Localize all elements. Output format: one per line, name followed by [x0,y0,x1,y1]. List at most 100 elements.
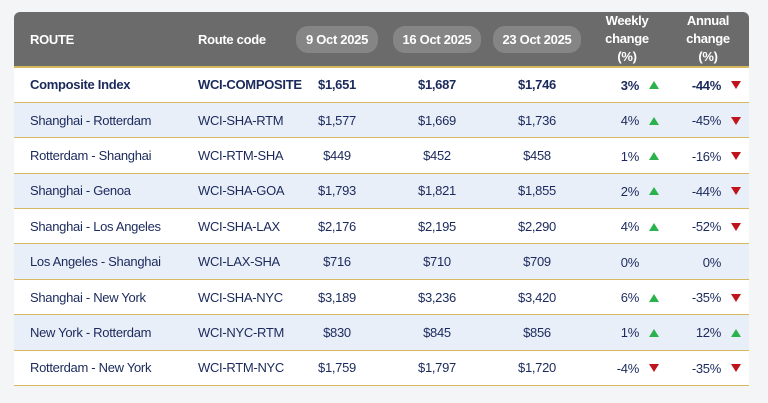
cell: $845 [423,324,451,340]
cell: $1,577 [318,112,356,128]
cell-value: 12% [695,325,721,341]
cell: $3,236 [418,289,456,305]
cell: 1% [587,138,667,173]
cell: $1,687 [418,77,456,93]
cell: $1,821 [418,183,456,199]
cell: -35% [667,350,749,385]
column-header: ROUTE [30,31,75,47]
table-row: Rotterdam - New York WCI-RTM-NYC $1,759 $1,… [14,350,749,386]
trend-arrow [731,222,741,231]
cell: -45% [667,102,749,137]
cell-value: 4% [620,219,640,235]
cell: -4% [587,350,667,385]
cell: 2% [587,173,667,208]
cell-value: 3% [620,77,640,93]
cell-value: -45% [691,113,721,129]
cell: WCI-SHA-GOA [198,183,285,199]
trend-arrow [731,152,741,160]
trend-arrow [649,222,659,231]
table-row: Los Angeles - Shanghai WCI-LAX-SHA $716 $71… [14,243,749,280]
cell: WCI-NYC-RTM [198,324,284,340]
table-row: Composite Index WCI-COMPOSITE $1,651 $1,687… [14,67,749,103]
cell-value: -16% [691,148,721,164]
cell-value: -44% [691,77,721,93]
trend-arrow [649,328,659,337]
cell: $1,669 [418,112,456,128]
trend-arrow [649,187,659,196]
cell: $710 [423,254,451,270]
cell: $2,290 [518,218,556,234]
trend-arrow [649,152,659,160]
table-container: ROUTE Route code 9 Oct 2025 16 Oct 2025 23 O… [14,12,749,386]
cell: Los Angeles - Shanghai [30,254,161,270]
cell: $709 [523,254,551,270]
column-header: 16 Oct 2025 [387,12,487,67]
trend-arrow [731,364,741,373]
cell-value: -44% [691,183,721,199]
cell: $3,420 [518,289,556,305]
cell: Rotterdam - New York [30,360,152,376]
column-header: Route code [198,31,266,47]
cell-value: 0% [702,254,722,270]
trend-arrow [649,258,659,266]
cell: 0% [587,244,667,279]
cell: WCI-COMPOSITE [198,77,302,93]
cell: $3,189 [318,289,356,305]
cell: -44% [667,67,749,102]
cell: Shanghai - Genoa [30,183,131,199]
cell-value: -4% [616,360,640,376]
column-header-text: 23 Oct 2025 [492,25,582,53]
cell: 1% [587,315,667,350]
trend-arrow [731,258,741,266]
cell: Composite Index [30,77,131,93]
cell: WCI-SHA-LAX [198,218,280,234]
column-header: Weekly change (%) [587,12,667,67]
cell: Shanghai - New York [30,289,146,305]
trend-arrow [649,116,659,125]
cell-value: -35% [691,360,721,376]
cell: $452 [423,147,451,163]
cell: $716 [323,254,351,270]
trend-arrow [649,81,659,90]
cell-value: 4% [620,113,640,129]
cell: WCI-LAX-SHA [198,254,280,270]
cell: $1,797 [418,360,456,376]
cell: $1,736 [518,112,556,128]
cell: 4% [587,209,667,244]
cell-value: 2% [620,183,640,199]
cell: -16% [667,138,749,173]
column-header-text: 9 Oct 2025 [295,25,379,53]
trend-arrow [731,187,741,196]
header-row: ROUTE Route code 9 Oct 2025 16 Oct 2025 23 O… [14,12,749,67]
cell-value: 1% [620,325,640,341]
cell: -44% [667,173,749,208]
table-head: ROUTE Route code 9 Oct 2025 16 Oct 2025 23 O… [14,12,749,67]
table-row: Shanghai - Los Angeles WCI-SHA-LAX $2,176 $… [14,208,749,244]
cell: WCI-SHA-RTM [198,112,284,128]
cell: $1,793 [318,183,356,199]
cell: Shanghai - Los Angeles [30,218,161,234]
cell: WCI-SHA-NYC [198,289,283,305]
cell: $2,195 [418,218,456,234]
column-header-text: Annual change (%) [686,13,730,64]
trend-arrow [731,293,741,302]
cell: New York - Rotterdam [30,324,152,340]
cell: 12% [667,315,749,350]
trend-arrow [731,116,741,125]
rates-table: ROUTE Route code 9 Oct 2025 16 Oct 2025 23 O… [14,12,749,386]
column-header: 23 Oct 2025 [487,12,587,67]
cell: $2,176 [318,218,356,234]
cell-value: -35% [691,290,721,306]
cell: 6% [587,279,667,314]
cell: $856 [523,324,551,340]
cell-value: -52% [691,219,721,235]
table-row: Shanghai - New York WCI-SHA-NYC $3,189 $3,2… [14,279,749,315]
column-header-text: Weekly change (%) [605,13,649,64]
cell: $1,855 [518,183,556,199]
cell: $1,759 [318,360,356,376]
cell-value: 1% [620,148,640,164]
cell: WCI-RTM-NYC [198,360,284,376]
cell: -52% [667,209,749,244]
cell: $1,746 [518,77,556,93]
cell: 3% [587,67,667,102]
